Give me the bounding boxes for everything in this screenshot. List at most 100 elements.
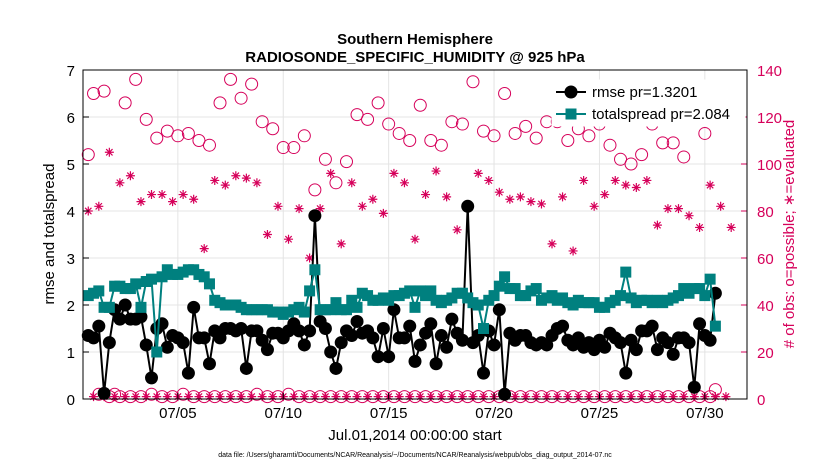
spread-point	[694, 283, 706, 295]
spread-point	[93, 285, 105, 297]
evaluated-obs-point	[394, 392, 404, 402]
evaluated-obs-point	[521, 392, 531, 402]
possible-obs-point	[656, 136, 670, 150]
evaluated-obs-point	[220, 180, 230, 190]
evaluated-obs-point	[120, 392, 130, 402]
evaluated-obs-point	[357, 201, 367, 211]
rmse-point	[498, 387, 512, 401]
legend-box	[551, 79, 746, 127]
evaluated-obs-point	[189, 194, 199, 204]
rmse-point	[350, 314, 364, 328]
possible-obs-point	[97, 84, 111, 98]
x-axis-layer: 07/05 07/10 07/15 07/20 07/25 07/30	[159, 393, 724, 422]
rmse-point	[187, 300, 201, 314]
rmse-point	[181, 366, 195, 380]
y-tick-label: 2	[67, 298, 75, 315]
rmse-point	[371, 350, 385, 364]
spread-point	[151, 346, 163, 358]
evaluated-obs-point	[373, 392, 383, 402]
rmse-point	[492, 303, 506, 317]
evaluated-obs-point	[563, 392, 573, 402]
x-tick-label: 07/05	[159, 405, 197, 422]
y-tick-label: 1	[67, 345, 75, 362]
rmse-point	[703, 333, 717, 347]
possible-obs-point	[250, 387, 264, 401]
evaluated-obs-point	[289, 392, 299, 402]
spread-point	[156, 271, 168, 283]
evaluated-obs-point	[531, 392, 541, 402]
rmse-point	[645, 319, 659, 333]
rmse-point	[87, 331, 101, 345]
y2-tick-label: 140	[757, 63, 782, 80]
rmse-point	[118, 298, 132, 312]
evaluated-obs-point	[89, 392, 99, 402]
spread-point	[203, 278, 215, 290]
possible-obs-point	[282, 387, 296, 401]
possible-obs-point	[477, 124, 491, 138]
possible-obs-point	[582, 129, 596, 143]
spread-point	[309, 264, 321, 276]
evaluated-obs-point	[310, 392, 320, 402]
y2-tick-label: 40	[757, 298, 774, 315]
possible-obs-point	[498, 87, 512, 100]
rmse-point	[682, 336, 696, 350]
possible-obs-point	[297, 129, 311, 143]
rmse-point	[687, 380, 701, 394]
evaluated-obs-point	[621, 180, 631, 190]
evaluated-obs-point	[479, 392, 489, 402]
possible-obs-point	[624, 157, 638, 171]
spread-point	[404, 285, 416, 297]
evaluated-obs-point	[710, 392, 720, 402]
rmse-point	[629, 343, 643, 357]
spread-point	[499, 271, 511, 283]
evaluated-obs-point	[152, 392, 162, 402]
possible-obs-point	[255, 115, 269, 129]
evaluated-obs-point	[378, 208, 388, 218]
evaluated-obs-point	[226, 392, 236, 402]
evaluated-obs-point	[684, 211, 694, 221]
possible-obs-point	[129, 72, 143, 86]
rmse-point	[434, 329, 448, 343]
plot-area-frame	[82, 69, 748, 400]
evaluated-obs-point	[389, 168, 399, 178]
x-tick-label: 07/25	[581, 405, 619, 422]
possible-obs-point	[213, 96, 227, 110]
legend-label: totalspread pr=2.084	[592, 106, 730, 123]
y-tick-label: 0	[67, 392, 75, 409]
rmse-point	[197, 331, 211, 345]
spread-point	[146, 273, 158, 285]
possible-obs-point	[424, 134, 438, 147]
series-open-circle	[81, 72, 722, 404]
spread-point	[704, 273, 716, 285]
rmse-point	[176, 336, 190, 350]
rmse-point	[693, 317, 707, 331]
y2-tick-label: 100	[757, 157, 782, 174]
evaluated-obs-point	[236, 392, 246, 402]
rmse-point	[324, 345, 338, 359]
evaluated-obs-point	[626, 392, 636, 402]
possible-obs-point	[487, 129, 501, 143]
spread-point	[340, 304, 352, 316]
possible-obs-point	[318, 152, 332, 166]
evaluated-obs-point	[721, 392, 731, 402]
possible-obs-point	[508, 126, 522, 140]
possible-obs-point	[603, 138, 617, 152]
possible-obs-point	[81, 148, 95, 162]
possible-obs-point	[371, 96, 385, 110]
x-tick-label: 07/15	[370, 405, 408, 422]
evaluated-obs-point	[426, 392, 436, 402]
evaluated-obs-point	[421, 190, 431, 200]
evaluated-obs-point	[642, 175, 652, 185]
evaluated-obs-point	[168, 197, 178, 207]
rmse-point	[318, 322, 332, 335]
evaluated-obs-point	[215, 392, 225, 402]
rmse-point	[134, 310, 148, 324]
spread-point	[198, 271, 210, 283]
evaluated-obs-point	[231, 171, 241, 181]
evaluated-obs-point	[652, 220, 662, 230]
x-axis-label: Jul.01,2014 00:00:00 start	[328, 427, 502, 444]
evaluated-obs-point	[716, 201, 726, 211]
evaluated-obs-point	[273, 201, 283, 211]
evaluated-obs-point	[689, 392, 699, 402]
possible-obs-point	[329, 176, 343, 190]
